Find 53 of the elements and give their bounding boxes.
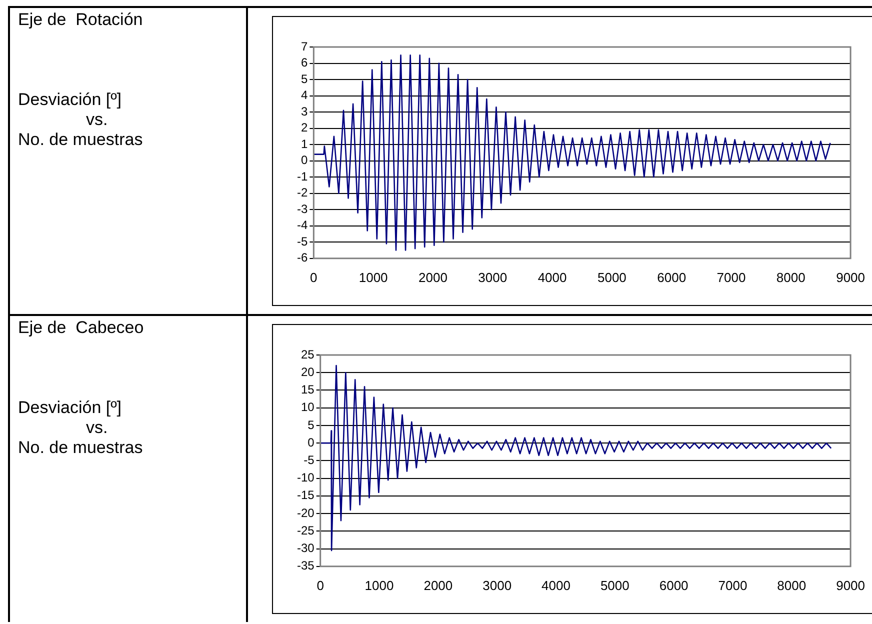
y-tick-label: 0 [300,153,308,168]
x-tick-label: 4000 [538,270,567,285]
y-tick-label: 2 [300,120,308,135]
x-tick-label: 2000 [418,270,448,285]
text: Eje de Cabeceo [18,318,145,338]
y-tick-label: -4 [297,218,308,232]
y-tick-label: 3 [300,104,308,118]
y-tick-label: -15 [297,488,315,502]
x-tick-label: 5000 [597,270,626,285]
y-tick-label: 6 [300,56,308,70]
x-tick-label: 1000 [364,578,394,593]
text: No. de muestras [18,130,143,150]
y-tick-label: -2 [297,186,308,200]
y-tick-label: 7 [300,39,308,54]
text: Desviación [º] [18,90,123,110]
x-tick-label: 3000 [478,270,508,285]
y-tick-label: -1 [297,169,308,184]
x-tick-label: 9000 [836,270,865,285]
y-tick-label: 0 [308,435,315,450]
y-tick-label: 1 [300,136,308,151]
x-tick-label: 5000 [600,578,630,593]
y-tick-label: -6 [297,250,308,265]
y-tick-label: -10 [297,470,315,485]
text: Eje de Rotación [18,10,144,30]
x-tick-label: 8000 [776,270,806,285]
y-tick-label: 20 [300,364,315,379]
text: No. de muestras [18,438,143,458]
x-tick-label: 8000 [777,578,806,593]
y-tick-label: 10 [300,400,315,414]
x-tick-label: 1000 [358,270,388,285]
text: vs. [85,110,109,130]
y-tick-label: 25 [300,347,315,362]
x-tick-label: 7000 [718,578,748,593]
y-tick-label: -5 [297,234,308,248]
text: vs. [85,418,109,438]
x-tick-label: 3000 [482,578,512,593]
x-tick-label: 6000 [659,578,688,593]
y-tick-label: -35 [297,558,315,573]
y-tick-label: -25 [297,523,315,538]
y-tick-label: -20 [297,506,315,520]
y-tick-label: 5 [308,418,315,432]
x-tick-label: 9000 [836,578,865,593]
y-tick-label: 5 [300,72,308,86]
x-tick-label: 4000 [542,578,570,593]
y-tick-label: -5 [304,453,315,468]
y-tick-label: 4 [300,88,308,102]
text: Desviación [º] [18,398,123,418]
x-tick-label: 2000 [424,578,453,593]
x-tick-label: 7000 [716,270,746,285]
y-tick-label: 15 [300,382,315,397]
y-tick-label: -30 [297,541,315,556]
y-tick-label: -3 [297,202,308,216]
x-tick-label: 6000 [657,270,686,285]
